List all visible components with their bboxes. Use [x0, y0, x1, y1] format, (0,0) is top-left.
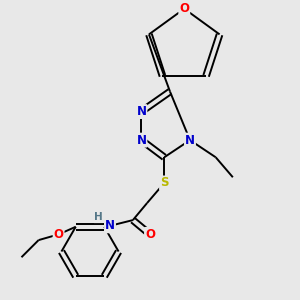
Text: N: N [136, 134, 146, 147]
Text: H: H [94, 212, 103, 222]
Text: S: S [160, 176, 169, 190]
Text: O: O [54, 228, 64, 241]
Text: N: N [105, 219, 115, 232]
Text: O: O [145, 228, 155, 241]
Text: N: N [185, 134, 195, 147]
Text: N: N [136, 105, 146, 118]
Text: O: O [179, 2, 189, 15]
